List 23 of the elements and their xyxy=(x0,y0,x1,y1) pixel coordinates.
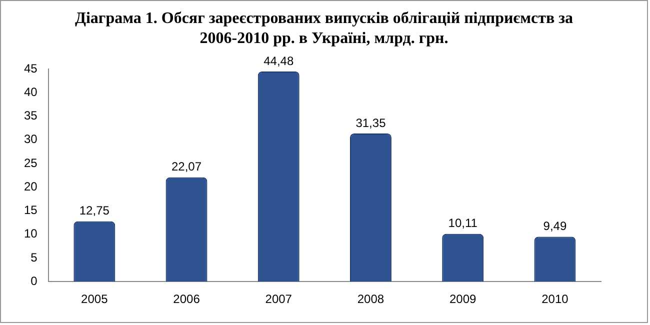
x-tick-label: 2005 xyxy=(81,292,108,306)
data-label: 9,49 xyxy=(543,219,567,234)
y-tick-label: 40 xyxy=(24,84,38,99)
y-tick-label: 15 xyxy=(24,203,38,218)
data-label: 10,11 xyxy=(448,216,478,230)
y-tick-label: 35 xyxy=(24,108,38,123)
y-tick-label: 20 xyxy=(24,179,38,194)
data-label: 44,48 xyxy=(264,54,294,68)
y-tick-label: 30 xyxy=(24,132,38,146)
chart-title: Діаграма 1. Обсяг зареєстрованих випусків облігацій підприємств за 2006-2010 рр. в Україні, млрд. грн. xyxy=(74,9,574,49)
y-tick-label: 45 xyxy=(24,61,38,76)
y-tick-label: 5 xyxy=(30,250,38,264)
data-label: 22,07 xyxy=(171,160,202,174)
x-tick-label: 2010 xyxy=(542,292,569,306)
x-tick-label: 2006 xyxy=(173,292,200,306)
x-tick-label: 2009 xyxy=(449,292,477,306)
data-label: 12,75 xyxy=(79,204,110,218)
x-tick-label: 2007 xyxy=(265,292,292,306)
data-label: 31,35 xyxy=(356,116,386,130)
y-tick-label: 25 xyxy=(24,156,38,170)
y-tick-label: 10 xyxy=(24,226,38,241)
x-tick-label: 2008 xyxy=(357,292,384,306)
y-tick-label: 0 xyxy=(30,274,38,288)
